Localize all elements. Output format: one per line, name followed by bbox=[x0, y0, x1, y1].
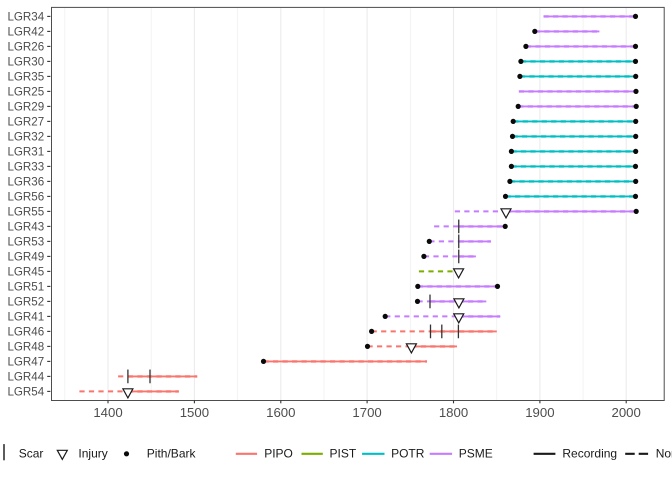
svg-text:Recording: Recording bbox=[562, 446, 617, 460]
svg-text:1800: 1800 bbox=[439, 405, 468, 420]
svg-text:Non-recording: Non-recording bbox=[656, 446, 672, 460]
svg-text:LGR46: LGR46 bbox=[7, 326, 44, 339]
svg-text:PIPO: PIPO bbox=[264, 446, 293, 460]
svg-text:LGR35: LGR35 bbox=[7, 71, 44, 84]
svg-text:PIST: PIST bbox=[330, 446, 357, 460]
svg-text:LGR26: LGR26 bbox=[7, 41, 44, 54]
svg-text:LGR29: LGR29 bbox=[7, 101, 44, 114]
svg-text:LGR49: LGR49 bbox=[7, 251, 44, 264]
svg-text:LGR44: LGR44 bbox=[7, 371, 44, 384]
svg-text:Pith/Bark: Pith/Bark bbox=[147, 446, 197, 460]
svg-text:LGR41: LGR41 bbox=[7, 311, 44, 324]
svg-text:PSME: PSME bbox=[459, 446, 493, 460]
svg-text:LGR52: LGR52 bbox=[7, 296, 44, 309]
svg-text:LGR42: LGR42 bbox=[7, 26, 44, 39]
svg-text:LGR51: LGR51 bbox=[7, 281, 44, 294]
svg-text:LGR47: LGR47 bbox=[7, 356, 44, 369]
svg-text:2000: 2000 bbox=[612, 405, 641, 420]
svg-text:LGR53: LGR53 bbox=[7, 236, 44, 249]
svg-text:1900: 1900 bbox=[525, 405, 554, 420]
svg-text:LGR34: LGR34 bbox=[7, 11, 44, 24]
svg-text:LGR45: LGR45 bbox=[7, 266, 44, 279]
svg-text:LGR27: LGR27 bbox=[7, 116, 44, 129]
svg-text:LGR48: LGR48 bbox=[7, 341, 44, 354]
svg-text:LGR54: LGR54 bbox=[7, 386, 44, 399]
svg-text:LGR30: LGR30 bbox=[7, 56, 44, 69]
svg-text:POTR: POTR bbox=[391, 446, 425, 460]
svg-text:Scar: Scar bbox=[19, 446, 44, 460]
svg-text:1600: 1600 bbox=[266, 405, 295, 420]
svg-text:1400: 1400 bbox=[93, 405, 122, 420]
svg-text:LGR33: LGR33 bbox=[7, 161, 44, 174]
svg-text:LGR36: LGR36 bbox=[7, 176, 44, 189]
svg-text:LGR31: LGR31 bbox=[7, 146, 44, 159]
svg-text:LGR55: LGR55 bbox=[7, 206, 44, 219]
svg-text:LGR32: LGR32 bbox=[7, 131, 44, 144]
svg-text:1700: 1700 bbox=[352, 405, 381, 420]
svg-text:LGR43: LGR43 bbox=[7, 221, 44, 234]
svg-text:1500: 1500 bbox=[180, 405, 209, 420]
svg-text:Injury: Injury bbox=[78, 446, 107, 460]
svg-text:LGR56: LGR56 bbox=[7, 191, 44, 204]
svg-text:LGR25: LGR25 bbox=[7, 86, 44, 99]
